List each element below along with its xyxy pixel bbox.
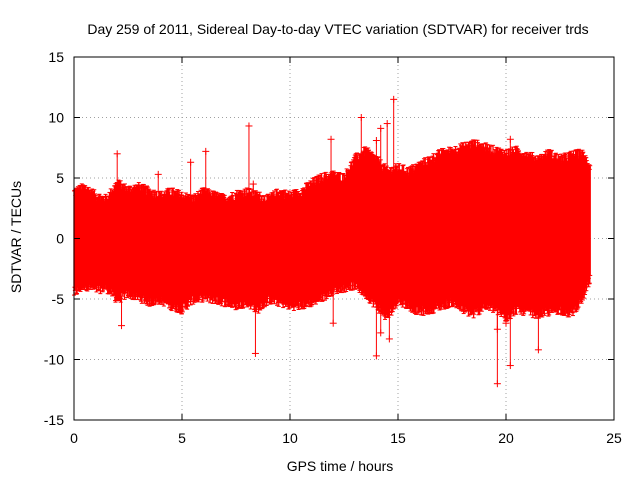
y-tick-label: -10 [44,352,64,368]
y-tick-label: 10 [48,110,64,126]
y-tick-label: 5 [56,170,64,186]
x-tick-label: 0 [70,430,78,446]
x-tick-label: 10 [282,430,298,446]
x-tick-label: 5 [178,430,186,446]
y-tick-label: -15 [44,412,64,428]
x-tick-label: 20 [498,430,514,446]
y-tick-label: 15 [48,49,64,65]
grid-lines [74,57,614,420]
x-tick-label: 25 [606,430,622,446]
x-tick-label: 15 [390,430,406,446]
x-axis-label: GPS time / hours [287,458,394,474]
data-points [72,95,593,388]
y-axis-ticks: 15 10 5 0 -5 -10 -15 [44,49,614,428]
chart-title: Day 259 of 2011, Sidereal Day-to-day VTE… [87,21,588,37]
x-axis-ticks: 0 5 10 15 20 25 [70,57,622,446]
y-tick-label: 0 [56,231,64,247]
y-axis-label: SDTVAR / TECUs [8,181,24,293]
y-tick-label: -5 [52,291,65,307]
